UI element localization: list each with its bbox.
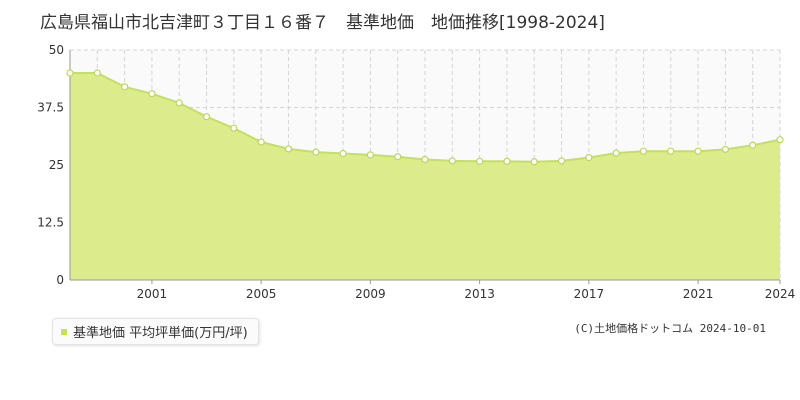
data-point — [749, 141, 757, 149]
data-point — [230, 124, 238, 132]
data-point — [667, 147, 675, 155]
legend-marker-square — [61, 328, 67, 335]
chart-title: 広島県福山市北吉津町３丁目１６番７ 基準地価 地価推移[1998-2024] — [40, 13, 605, 33]
data-point — [366, 151, 374, 159]
data-point — [421, 155, 429, 164]
x-tick-label: 2009 — [355, 287, 386, 301]
data-point — [721, 145, 729, 153]
y-tick-labels: 0 12.5 25 37.5 50 — [37, 43, 64, 287]
legend-label: 基準地価 平均坪単価(万円/坪) — [73, 326, 248, 341]
data-point — [339, 149, 347, 158]
data-point — [66, 69, 74, 77]
axes — [69, 50, 780, 281]
x-tick-label: 2024 — [765, 287, 796, 301]
y-tick-label: 12.5 — [37, 216, 64, 230]
copyright-notice: (C)土地価格ドットコム 2024-10-01 — [574, 322, 766, 335]
x-tick-label: 2005 — [246, 287, 277, 301]
data-point — [557, 157, 566, 165]
x-tick-label: 2001 — [137, 287, 168, 301]
data-point — [284, 145, 293, 153]
x-tick-label: 2013 — [464, 287, 495, 301]
data-point — [476, 157, 484, 165]
y-tick-label: 37.5 — [37, 101, 64, 115]
data-point — [612, 149, 620, 157]
data-point — [148, 90, 156, 98]
data-points — [66, 69, 784, 166]
y-tick-label: 0 — [56, 273, 64, 287]
series-area — [70, 73, 780, 280]
x-tick-labels: 2001 2005 2009 2013 2017 2021 2024 — [137, 280, 796, 301]
data-point — [694, 147, 702, 155]
data-point — [503, 157, 511, 165]
data-point — [121, 83, 129, 91]
x-tick-label: 2017 — [574, 287, 605, 301]
data-point — [312, 148, 320, 156]
data-point — [639, 147, 648, 155]
data-point — [448, 157, 456, 165]
y-tick-label: 50 — [49, 43, 64, 57]
data-point — [776, 136, 784, 144]
y-tick-label: 25 — [49, 158, 64, 172]
data-point — [175, 99, 183, 107]
data-point — [585, 154, 593, 162]
data-point — [530, 158, 538, 166]
data-point — [93, 69, 101, 77]
data-point — [257, 138, 265, 146]
data-point — [202, 113, 211, 121]
legend[interactable]: 基準地価 平均坪単価(万円/坪) — [52, 318, 259, 345]
x-tick-label: 2021 — [683, 287, 714, 301]
data-point — [394, 153, 402, 161]
